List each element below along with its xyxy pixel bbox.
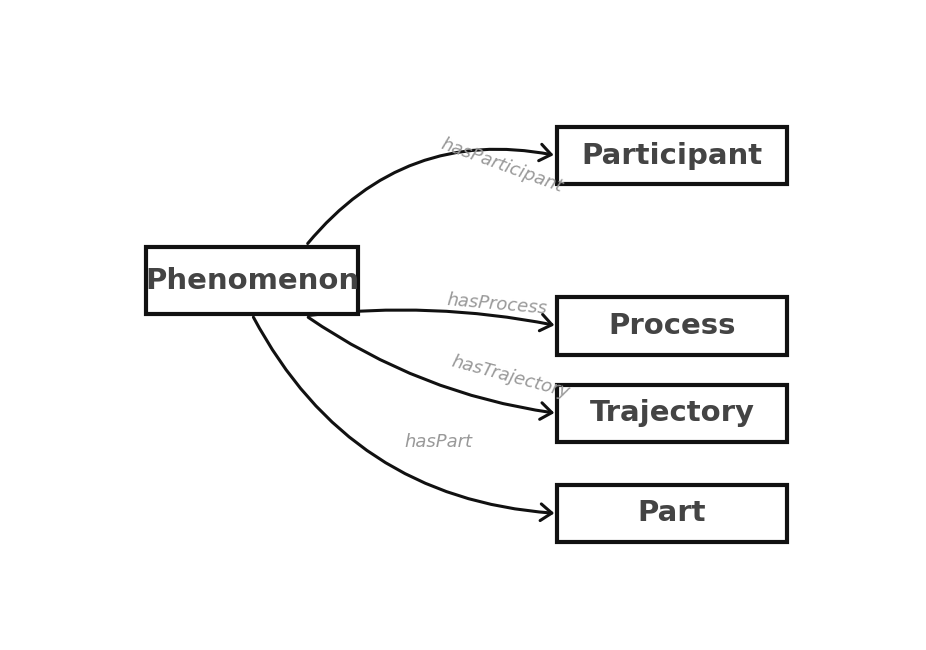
Text: Participant: Participant: [582, 142, 762, 170]
FancyArrowPatch shape: [307, 144, 551, 244]
FancyBboxPatch shape: [557, 297, 787, 354]
FancyArrowPatch shape: [308, 310, 552, 331]
FancyBboxPatch shape: [146, 247, 358, 315]
FancyBboxPatch shape: [557, 127, 787, 185]
Text: hasParticipant: hasParticipant: [438, 135, 566, 196]
FancyBboxPatch shape: [557, 385, 787, 442]
Text: Part: Part: [638, 499, 707, 527]
Text: Process: Process: [608, 312, 735, 340]
Text: hasTrajectory: hasTrajectory: [449, 352, 571, 402]
Text: Trajectory: Trajectory: [590, 399, 755, 427]
FancyArrowPatch shape: [308, 317, 552, 419]
Text: hasProcess: hasProcess: [446, 291, 548, 318]
Text: hasPart: hasPart: [405, 433, 472, 450]
FancyArrowPatch shape: [254, 317, 552, 521]
Text: Phenomenon: Phenomenon: [145, 266, 359, 294]
FancyBboxPatch shape: [557, 485, 787, 542]
